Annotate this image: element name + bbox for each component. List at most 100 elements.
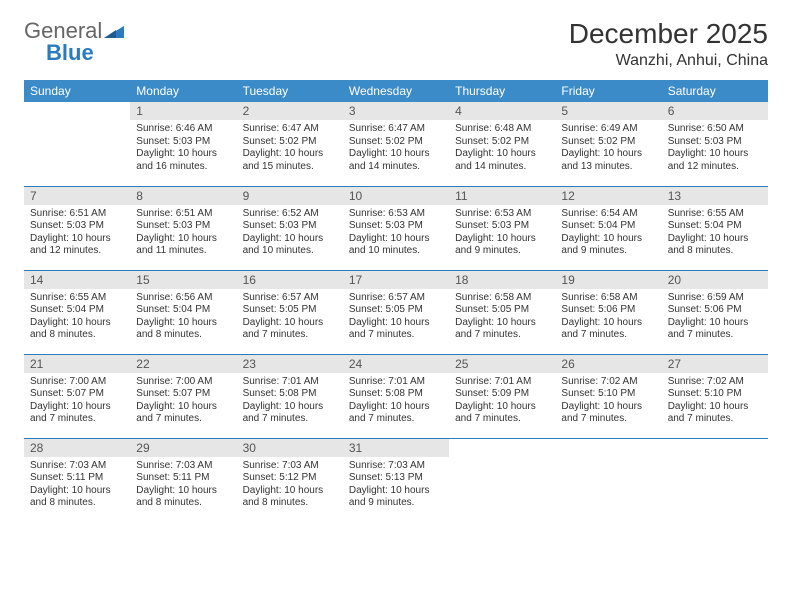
sunrise-line: Sunrise: 7:02 AM [668,376,762,389]
daylight-line: Daylight: 10 hours and 12 minutes. [668,148,762,173]
sunrise-line: Sunrise: 7:01 AM [349,376,443,389]
sunset-line: Sunset: 5:11 PM [136,472,230,485]
sunset-line: Sunset: 5:02 PM [349,136,443,149]
weekday-header: Saturday [662,80,768,102]
day-data: Sunrise: 7:01 AMSunset: 5:09 PMDaylight:… [449,373,555,432]
day-data: Sunrise: 6:49 AMSunset: 5:02 PMDaylight:… [555,120,661,179]
calendar-header-row: SundayMondayTuesdayWednesdayThursdayFrid… [24,80,768,102]
calendar-day-cell: 25Sunrise: 7:01 AMSunset: 5:09 PMDayligh… [449,354,555,438]
day-number: 15 [130,271,236,289]
daylight-line: Daylight: 10 hours and 7 minutes. [455,401,549,426]
calendar-day-cell: 21Sunrise: 7:00 AMSunset: 5:07 PMDayligh… [24,354,130,438]
weekday-header: Friday [555,80,661,102]
day-number: 2 [237,102,343,120]
calendar-day-cell: 18Sunrise: 6:58 AMSunset: 5:05 PMDayligh… [449,270,555,354]
day-data: Sunrise: 6:50 AMSunset: 5:03 PMDaylight:… [662,120,768,179]
sunset-line: Sunset: 5:08 PM [349,388,443,401]
sunrise-line: Sunrise: 6:55 AM [668,208,762,221]
daylight-line: Daylight: 10 hours and 7 minutes. [561,317,655,342]
day-data: Sunrise: 6:52 AMSunset: 5:03 PMDaylight:… [237,205,343,264]
calendar-day-cell: 14Sunrise: 6:55 AMSunset: 5:04 PMDayligh… [24,270,130,354]
calendar-day-cell: 10Sunrise: 6:53 AMSunset: 5:03 PMDayligh… [343,186,449,270]
sunset-line: Sunset: 5:12 PM [243,472,337,485]
daylight-line: Daylight: 10 hours and 9 minutes. [349,485,443,510]
sunset-line: Sunset: 5:03 PM [349,220,443,233]
day-data: Sunrise: 7:02 AMSunset: 5:10 PMDaylight:… [555,373,661,432]
calendar-day-cell: 9Sunrise: 6:52 AMSunset: 5:03 PMDaylight… [237,186,343,270]
sunset-line: Sunset: 5:02 PM [243,136,337,149]
day-data: Sunrise: 6:59 AMSunset: 5:06 PMDaylight:… [662,289,768,348]
day-number: 31 [343,439,449,457]
calendar-day-cell: 15Sunrise: 6:56 AMSunset: 5:04 PMDayligh… [130,270,236,354]
day-number: 23 [237,355,343,373]
calendar-empty-cell [555,438,661,522]
daylight-line: Daylight: 10 hours and 8 minutes. [30,485,124,510]
daylight-line: Daylight: 10 hours and 10 minutes. [349,233,443,258]
sunrise-line: Sunrise: 7:03 AM [136,460,230,473]
calendar-day-cell: 22Sunrise: 7:00 AMSunset: 5:07 PMDayligh… [130,354,236,438]
calendar-day-cell: 28Sunrise: 7:03 AMSunset: 5:11 PMDayligh… [24,438,130,522]
daylight-line: Daylight: 10 hours and 7 minutes. [455,317,549,342]
day-number: 3 [343,102,449,120]
calendar-day-cell: 16Sunrise: 6:57 AMSunset: 5:05 PMDayligh… [237,270,343,354]
day-data: Sunrise: 6:58 AMSunset: 5:05 PMDaylight:… [449,289,555,348]
day-data: Sunrise: 7:02 AMSunset: 5:10 PMDaylight:… [662,373,768,432]
daylight-line: Daylight: 10 hours and 14 minutes. [455,148,549,173]
sunrise-line: Sunrise: 7:03 AM [243,460,337,473]
day-number: 11 [449,187,555,205]
sunrise-line: Sunrise: 7:03 AM [30,460,124,473]
calendar-empty-cell [24,102,130,186]
sunrise-line: Sunrise: 6:50 AM [668,123,762,136]
calendar-day-cell: 4Sunrise: 6:48 AMSunset: 5:02 PMDaylight… [449,102,555,186]
sunrise-line: Sunrise: 6:57 AM [349,292,443,305]
sunset-line: Sunset: 5:05 PM [243,304,337,317]
sunrise-line: Sunrise: 7:00 AM [136,376,230,389]
day-data: Sunrise: 6:55 AMSunset: 5:04 PMDaylight:… [662,205,768,264]
sunset-line: Sunset: 5:03 PM [455,220,549,233]
calendar-day-cell: 26Sunrise: 7:02 AMSunset: 5:10 PMDayligh… [555,354,661,438]
calendar-day-cell: 3Sunrise: 6:47 AMSunset: 5:02 PMDaylight… [343,102,449,186]
day-number: 29 [130,439,236,457]
calendar-day-cell: 30Sunrise: 7:03 AMSunset: 5:12 PMDayligh… [237,438,343,522]
day-data: Sunrise: 6:47 AMSunset: 5:02 PMDaylight:… [343,120,449,179]
daylight-line: Daylight: 10 hours and 8 minutes. [136,485,230,510]
sunset-line: Sunset: 5:03 PM [136,136,230,149]
day-number: 25 [449,355,555,373]
sunrise-line: Sunrise: 6:47 AM [349,123,443,136]
sunset-line: Sunset: 5:08 PM [243,388,337,401]
day-number: 20 [662,271,768,289]
sunset-line: Sunset: 5:02 PM [455,136,549,149]
calendar-day-cell: 27Sunrise: 7:02 AMSunset: 5:10 PMDayligh… [662,354,768,438]
sunset-line: Sunset: 5:06 PM [561,304,655,317]
sunrise-line: Sunrise: 6:51 AM [136,208,230,221]
sunset-line: Sunset: 5:10 PM [561,388,655,401]
day-data: Sunrise: 6:54 AMSunset: 5:04 PMDaylight:… [555,205,661,264]
daylight-line: Daylight: 10 hours and 10 minutes. [243,233,337,258]
day-data: Sunrise: 6:53 AMSunset: 5:03 PMDaylight:… [449,205,555,264]
calendar-empty-cell [449,438,555,522]
sunrise-line: Sunrise: 6:58 AM [561,292,655,305]
day-data: Sunrise: 7:03 AMSunset: 5:11 PMDaylight:… [24,457,130,516]
sunrise-line: Sunrise: 6:55 AM [30,292,124,305]
sunset-line: Sunset: 5:04 PM [668,220,762,233]
day-data: Sunrise: 7:01 AMSunset: 5:08 PMDaylight:… [343,373,449,432]
sunset-line: Sunset: 5:03 PM [243,220,337,233]
calendar-empty-cell [662,438,768,522]
day-data: Sunrise: 6:46 AMSunset: 5:03 PMDaylight:… [130,120,236,179]
sunset-line: Sunset: 5:05 PM [349,304,443,317]
calendar-week-row: 7Sunrise: 6:51 AMSunset: 5:03 PMDaylight… [24,186,768,270]
weekday-header: Tuesday [237,80,343,102]
daylight-line: Daylight: 10 hours and 7 minutes. [136,401,230,426]
day-data: Sunrise: 6:57 AMSunset: 5:05 PMDaylight:… [237,289,343,348]
day-data: Sunrise: 6:56 AMSunset: 5:04 PMDaylight:… [130,289,236,348]
day-number: 7 [24,187,130,205]
sunrise-line: Sunrise: 6:53 AM [349,208,443,221]
weekday-header: Wednesday [343,80,449,102]
location: Wanzhi, Anhui, China [569,52,768,70]
calendar-week-row: 14Sunrise: 6:55 AMSunset: 5:04 PMDayligh… [24,270,768,354]
calendar-week-row: 1Sunrise: 6:46 AMSunset: 5:03 PMDaylight… [24,102,768,186]
calendar-table: SundayMondayTuesdayWednesdayThursdayFrid… [24,80,768,522]
sunrise-line: Sunrise: 6:48 AM [455,123,549,136]
day-data: Sunrise: 7:03 AMSunset: 5:11 PMDaylight:… [130,457,236,516]
sunset-line: Sunset: 5:07 PM [30,388,124,401]
